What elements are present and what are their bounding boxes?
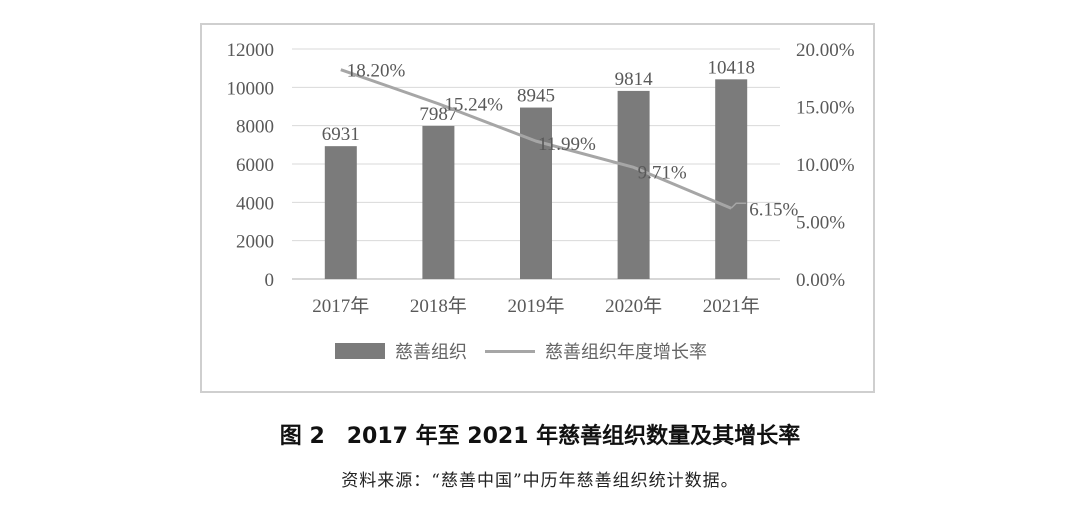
line-value-label: 9.71% [638, 162, 687, 183]
y-right-tick-label: 20.00% [796, 40, 855, 61]
x-tick-label: 2020年 [605, 295, 662, 317]
bar-value-label: 7987 [419, 104, 457, 125]
bar [324, 146, 357, 279]
line-value-label: 15.24% [444, 95, 503, 116]
bar-value-label: 8945 [517, 86, 555, 107]
bar-value-label: 6931 [322, 124, 360, 145]
y-right-tick-label: 15.00% [796, 98, 855, 119]
y-right-tick-label: 10.00% [796, 155, 855, 176]
y-left-tick-label: 4000 [236, 193, 274, 214]
legend-bar-swatch [335, 343, 385, 359]
chart-legend: 慈善组织 慈善组织年度增长率 [335, 338, 707, 364]
y-left-tick-label: 10000 [227, 78, 275, 99]
y-left-tick-label: 8000 [236, 117, 274, 138]
figure-caption: 图 2 2017 年至 2021 年慈善组织数量及其增长率 [279, 424, 801, 449]
line-value-label: 6.15% [749, 199, 798, 220]
bar [422, 125, 455, 279]
chart-frame [200, 23, 875, 393]
growth-rate-line [340, 68, 732, 210]
x-tick-label: 2018年 [410, 295, 467, 317]
bar [617, 90, 650, 279]
legend-line-swatch [485, 349, 535, 353]
legend-line-label: 慈善组织年度增长率 [545, 342, 707, 363]
y-left-tick-label: 0 [265, 270, 275, 291]
x-tick-label: 2019年 [507, 295, 564, 317]
legend-bar-label: 慈善组织 [395, 342, 467, 363]
line-value-label: 11.99% [538, 134, 596, 155]
source-note: 资料来源：“慈善中国”中历年慈善组织统计数据。 [341, 471, 739, 491]
label-leader-line [730, 202, 747, 209]
y-left-tick-label: 12000 [227, 40, 275, 61]
bar-value-label: 10418 [707, 57, 755, 78]
y-right-tick-label: 0.00% [796, 270, 845, 291]
bar-value-label: 9814 [615, 69, 654, 90]
y-right-tick-label: 5.00% [796, 213, 845, 234]
y-left-tick-label: 6000 [236, 155, 274, 176]
x-tick-label: 2017年 [312, 295, 369, 317]
y-left-tick-label: 2000 [236, 232, 274, 253]
x-tick-label: 2021年 [703, 295, 760, 317]
line-value-label: 18.20% [347, 61, 406, 82]
bar [715, 79, 748, 280]
